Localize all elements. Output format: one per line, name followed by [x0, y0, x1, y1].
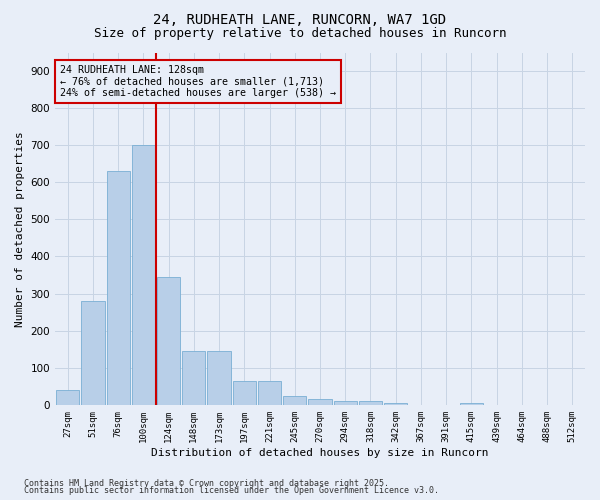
- Bar: [107, 171, 130, 405]
- Bar: [56, 390, 79, 405]
- Bar: [460, 403, 483, 405]
- Bar: [182, 351, 205, 405]
- X-axis label: Distribution of detached houses by size in Runcorn: Distribution of detached houses by size …: [151, 448, 489, 458]
- Bar: [157, 277, 180, 405]
- Bar: [334, 401, 357, 405]
- Y-axis label: Number of detached properties: Number of detached properties: [15, 131, 25, 326]
- Bar: [308, 400, 332, 405]
- Bar: [233, 380, 256, 405]
- Bar: [384, 403, 407, 405]
- Text: 24 RUDHEATH LANE: 128sqm
← 76% of detached houses are smaller (1,713)
24% of sem: 24 RUDHEATH LANE: 128sqm ← 76% of detach…: [61, 65, 337, 98]
- Text: Contains HM Land Registry data © Crown copyright and database right 2025.: Contains HM Land Registry data © Crown c…: [24, 478, 389, 488]
- Bar: [258, 380, 281, 405]
- Bar: [132, 145, 155, 405]
- Text: Contains public sector information licensed under the Open Government Licence v3: Contains public sector information licen…: [24, 486, 439, 495]
- Bar: [208, 351, 230, 405]
- Bar: [359, 401, 382, 405]
- Bar: [81, 301, 104, 405]
- Text: Size of property relative to detached houses in Runcorn: Size of property relative to detached ho…: [94, 28, 506, 40]
- Bar: [283, 396, 307, 405]
- Text: 24, RUDHEATH LANE, RUNCORN, WA7 1GD: 24, RUDHEATH LANE, RUNCORN, WA7 1GD: [154, 12, 446, 26]
